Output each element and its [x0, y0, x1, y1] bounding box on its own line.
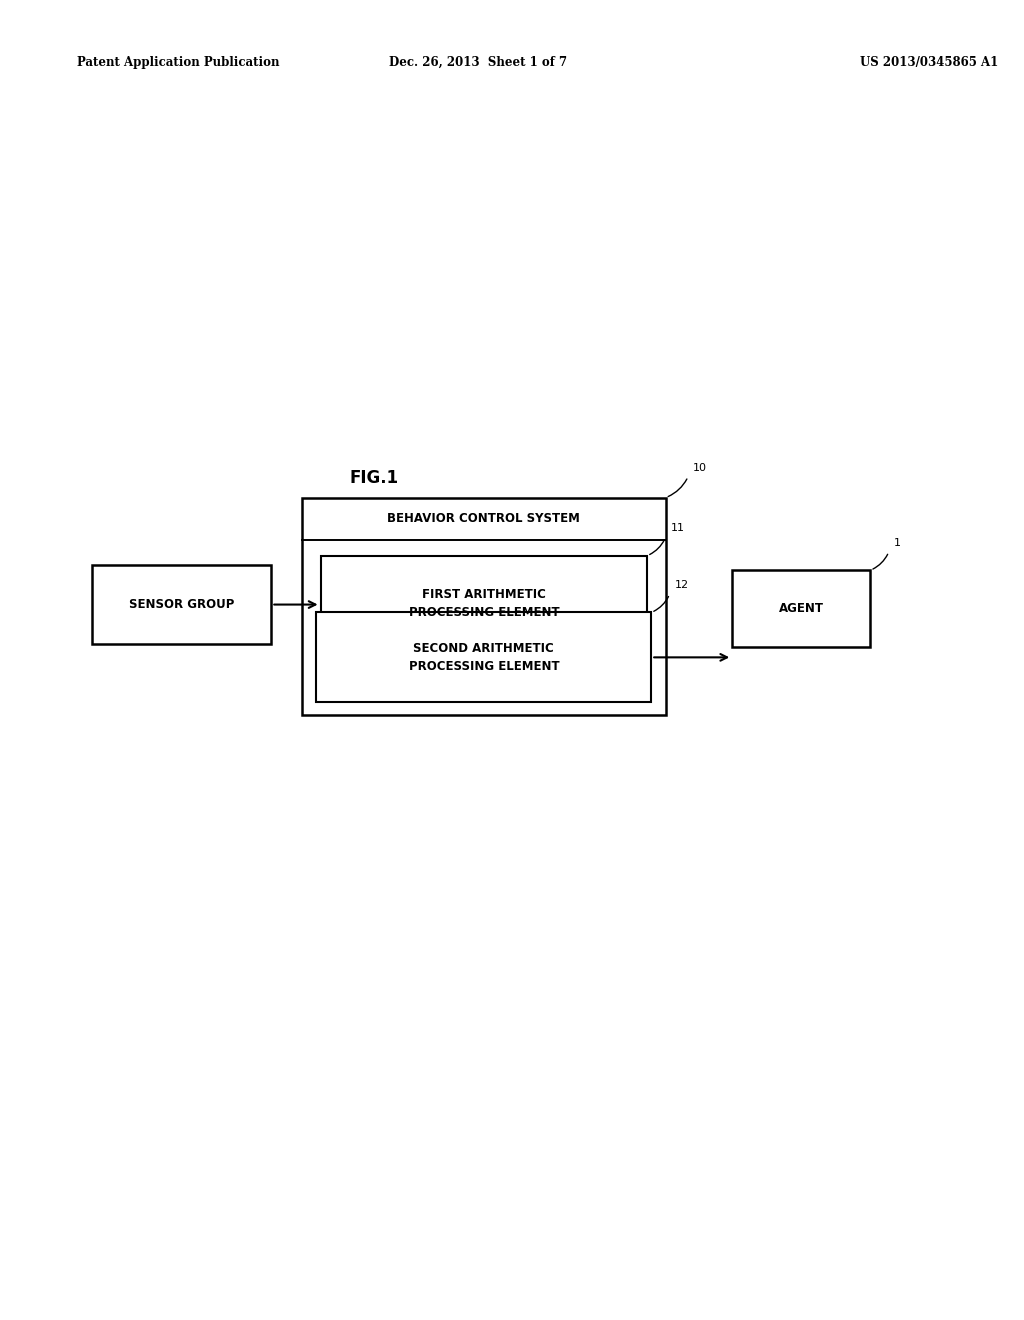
- Text: BEHAVIOR CONTROL SYSTEM: BEHAVIOR CONTROL SYSTEM: [387, 512, 581, 525]
- Text: SECOND ARITHMETIC
PROCESSING ELEMENT: SECOND ARITHMETIC PROCESSING ELEMENT: [409, 642, 559, 673]
- Text: SENSOR GROUP: SENSOR GROUP: [129, 598, 234, 611]
- Text: Patent Application Publication: Patent Application Publication: [77, 55, 280, 69]
- Text: 10: 10: [693, 462, 708, 473]
- Text: 11: 11: [671, 523, 685, 533]
- Text: FIG.1: FIG.1: [349, 469, 398, 487]
- Text: US 2013/0345865 A1: US 2013/0345865 A1: [860, 55, 998, 69]
- Bar: [321, 556, 647, 651]
- Text: AGENT: AGENT: [779, 602, 823, 615]
- Text: 1: 1: [894, 537, 901, 548]
- Bar: [302, 498, 666, 715]
- Bar: [316, 612, 651, 702]
- Text: 12: 12: [675, 579, 689, 590]
- Bar: [92, 565, 271, 644]
- Text: Dec. 26, 2013  Sheet 1 of 7: Dec. 26, 2013 Sheet 1 of 7: [389, 55, 567, 69]
- Bar: [732, 570, 870, 647]
- Text: FIRST ARITHMETIC
PROCESSING ELEMENT: FIRST ARITHMETIC PROCESSING ELEMENT: [409, 587, 559, 619]
